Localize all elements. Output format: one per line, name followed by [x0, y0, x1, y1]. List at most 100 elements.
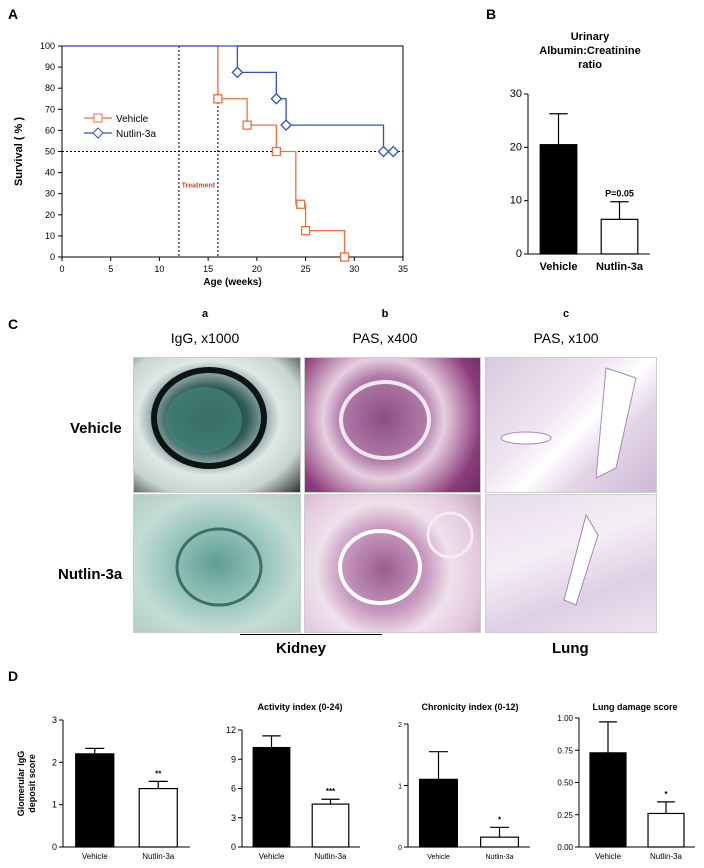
y-tick-label: 1 [52, 800, 57, 810]
organ-label-kidney: Kidney [276, 640, 327, 657]
category-label: Vehicle [595, 852, 621, 861]
y-tick-label: 0.25 [557, 811, 573, 820]
series-marker-0 [339, 252, 350, 262]
micrograph-nutlin-pas-400 [304, 494, 481, 633]
bar-0 [539, 144, 578, 255]
column-title-pas-100: PAS, x100 [533, 330, 599, 346]
y-tick-label: 3 [52, 715, 57, 725]
category-label: Nutlin-3a [314, 852, 347, 861]
chart-title: Chronicity index (0-12) [421, 702, 518, 712]
series-marker-0 [296, 199, 306, 209]
x-tick-label: 25 [301, 264, 311, 274]
micrograph-vehicle-pas-400 [304, 357, 481, 493]
legend-label-1: Nutlin-3a [116, 129, 156, 140]
subpanel-letter-b: b [381, 308, 389, 320]
y-tick-label: 90 [45, 62, 55, 72]
y-tick-label: 50 [45, 147, 55, 157]
category-label: Nutlin-3a [142, 852, 175, 861]
legend-label-0: Vehicle [116, 114, 149, 125]
series-marker-1 [231, 66, 244, 79]
significance-label: * [664, 790, 668, 799]
y-tick-label: 12 [226, 725, 236, 735]
y-tick-label: 20 [45, 210, 55, 220]
y-tick-label: 0 [231, 842, 236, 852]
significance-label: ** [155, 769, 162, 778]
y-tick-label: 1.00 [557, 714, 573, 723]
series-marker-0 [242, 120, 252, 130]
bar-0 [418, 778, 459, 848]
x-tick-label: 20 [252, 264, 262, 274]
series-marker-0 [300, 225, 311, 236]
y-tick-label: 20 [510, 141, 522, 153]
category-label: Vehicle [82, 852, 108, 861]
x-tick-label: 5 [108, 264, 113, 274]
category-label: Nutlin-3a [485, 854, 513, 861]
y-tick-label: 1 [398, 784, 402, 791]
chart-title: Activity index (0-24) [257, 702, 342, 712]
column-title-pas-400: PAS, x400 [352, 330, 418, 346]
chart-title: Urinary [571, 31, 610, 43]
column-title-igg: IgG, x1000 [170, 330, 240, 346]
panel-letter-d: D [8, 668, 19, 684]
significance-label: P=0.05 [605, 189, 634, 199]
y-tick-label: 2 [398, 722, 402, 729]
x-tick-label: 30 [349, 264, 359, 274]
subpanel-letter-a: a [201, 308, 209, 320]
y-tick-label: 0 [50, 252, 55, 262]
y-tick-label: 0 [398, 845, 402, 852]
category-label: Vehicle [259, 852, 285, 861]
bar-1 [311, 803, 350, 848]
micrograph-vehicle-igg [133, 357, 301, 493]
bar-1 [600, 218, 639, 255]
y-tick-label: 30 [510, 88, 522, 100]
y-tick-label: 10 [510, 195, 522, 207]
series-marker-1 [280, 119, 293, 132]
micrograph-nutlin-pas-100 [485, 494, 657, 633]
bar-1 [479, 836, 520, 848]
y-tick-label: 0.00 [557, 843, 573, 852]
row-label-vehicle: Vehicle [70, 420, 122, 437]
panel-letter-c: C [8, 316, 19, 332]
subpanel-letter-c: c [562, 308, 570, 320]
row-label-nutlin: Nutlin-3a [58, 566, 123, 583]
activity-index-chart: 0 3 6 9 12 Vehicle Nutlin-3a *** Activity index … [226, 702, 360, 861]
series-marker-0 [213, 94, 223, 104]
series-marker-1 [270, 92, 283, 105]
y-tick-label: 40 [45, 168, 55, 178]
y-tick-label: 100 [40, 41, 55, 51]
x-tick-label: 35 [398, 264, 408, 274]
panel-letter-a: A [8, 6, 19, 22]
category-label: Vehicle [540, 261, 578, 273]
x-tick-label: 15 [203, 264, 213, 274]
y-tick-label: 3 [231, 813, 236, 823]
treatment-annotation: Treatment [182, 182, 216, 189]
y-axis-label: deposit score [27, 754, 37, 813]
series-marker-1 [377, 145, 390, 158]
kidney-bracket-line [240, 634, 382, 635]
chart-title: ratio [578, 59, 602, 71]
category-label: Vehicle [427, 854, 450, 861]
category-label: Nutlin-3a [596, 261, 644, 273]
y-tick-label: 9 [231, 754, 236, 764]
bar-0 [75, 753, 115, 848]
series-marker-1 [387, 145, 400, 158]
bar-1 [647, 812, 685, 848]
y-tick-label: 2 [52, 757, 57, 767]
y-tick-label: 0 [516, 248, 522, 260]
significance-label: *** [326, 787, 336, 796]
category-label: Nutlin-3a [650, 852, 683, 861]
y-tick-label: 0.50 [557, 779, 573, 788]
y-tick-label: 60 [45, 125, 55, 135]
y-tick-label: 10 [45, 231, 55, 241]
bar-1 [138, 787, 178, 848]
y-axis-label: Survival ( % ) [13, 117, 25, 186]
chart-title: Lung damage score [592, 702, 677, 712]
y-axis-label: Glomerular IgG [16, 751, 26, 817]
y-tick-label: 70 [45, 104, 55, 114]
organ-label-lung: Lung [552, 640, 589, 657]
igg-deposit-chart: 0 1 2 3 Vehicle Nutlin-3a ** Glomerular IgG depo… [16, 715, 190, 861]
micrograph-vehicle-pas-100 [485, 357, 657, 493]
y-tick-label: 6 [231, 784, 236, 794]
survival-chart: 0 5 10 15 20 25 30 35 0 10 20 30 40 50 60 70 80 90 100 Age … [13, 41, 408, 288]
legend-marker-0 [93, 113, 103, 123]
